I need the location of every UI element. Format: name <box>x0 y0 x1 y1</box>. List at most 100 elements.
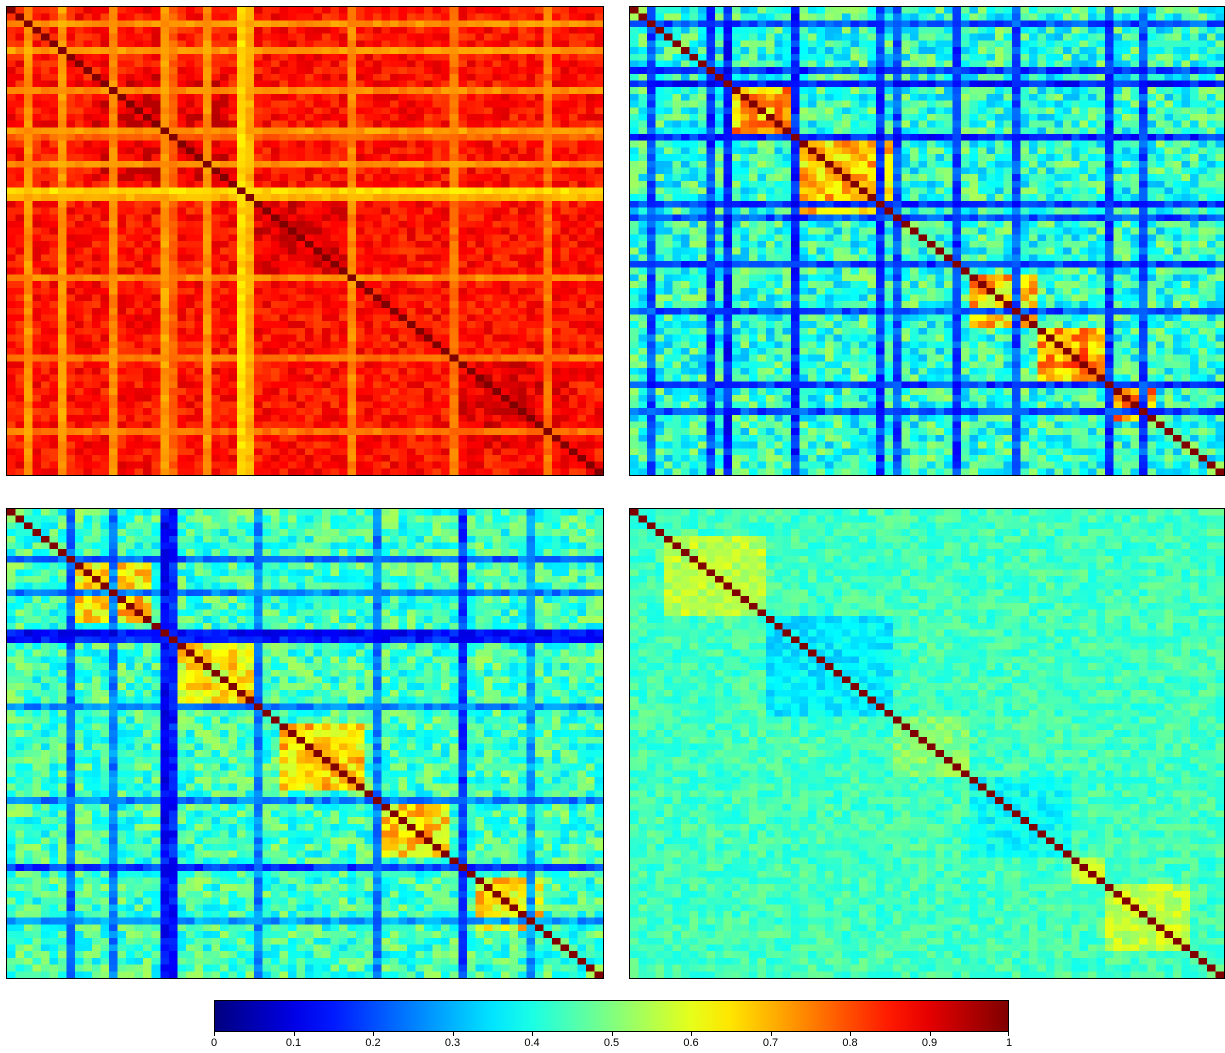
heatmap-1-cell <box>194 60 203 68</box>
heatmap-1-cell <box>432 167 442 175</box>
heatmap-1-cell <box>441 388 450 395</box>
heatmap-1-cell <box>151 234 161 242</box>
heatmap-1-cell <box>117 214 127 222</box>
heatmap-1-cell <box>168 287 178 295</box>
heatmap-1-cell <box>92 434 101 442</box>
heatmap-1-cell <box>32 80 42 88</box>
heatmap-1-cell <box>492 441 501 449</box>
heatmap-1-cell <box>109 93 118 101</box>
heatmap-1-cell <box>390 368 399 375</box>
heatmap-1-cell <box>398 421 408 429</box>
heatmap-1-cell <box>41 347 50 355</box>
heatmap-1-cell <box>339 428 348 436</box>
heatmap-1-cell <box>330 120 340 128</box>
heatmap-1-cell <box>347 327 357 335</box>
heatmap-1-cell <box>458 140 467 148</box>
heatmap-1-cell <box>143 20 152 28</box>
heatmap-1-cell <box>253 281 263 288</box>
heatmap-1-cell <box>585 67 595 74</box>
heatmap-1-cell <box>475 468 484 475</box>
heatmap-1-cell <box>211 381 221 389</box>
heatmap-1-cell <box>330 394 340 402</box>
heatmap-1-cell <box>15 327 25 335</box>
heatmap-1-cell <box>100 448 110 456</box>
heatmap-1-cell <box>466 434 476 442</box>
heatmap-1-cell <box>15 307 25 315</box>
heatmap-1-cell <box>449 274 459 282</box>
heatmap-1-cell <box>41 281 50 288</box>
heatmap-1-cell <box>49 73 59 81</box>
heatmap-1-cell <box>253 408 263 415</box>
heatmap-1-cell <box>228 381 238 389</box>
heatmap-1-cell <box>441 321 450 329</box>
heatmap-1-cell <box>568 401 578 409</box>
heatmap-1-cell <box>415 127 425 135</box>
heatmap-1-cell <box>24 394 33 402</box>
heatmap-1-cell <box>117 434 127 442</box>
heatmap-1-cell <box>500 7 510 14</box>
heatmap-1-cell <box>313 127 323 135</box>
heatmap-1-cell <box>475 167 484 175</box>
heatmap-1-cell <box>185 154 195 161</box>
heatmap-1-cell <box>356 227 365 235</box>
heatmap-1-cell <box>100 314 110 322</box>
heatmap-1-cell <box>577 368 587 375</box>
heatmap-1-cell <box>322 434 331 442</box>
heatmap-1-cell <box>364 140 374 148</box>
heatmap-1-cell <box>492 368 501 375</box>
heatmap-1-cell <box>211 454 221 462</box>
heatmap-1-cell <box>32 220 42 228</box>
heatmap-1-cell <box>432 87 442 95</box>
heatmap-1-cell <box>236 40 246 48</box>
heatmap-1-cell <box>117 154 127 161</box>
heatmap-1-cell <box>577 207 587 215</box>
heatmap-1-cell <box>568 301 578 308</box>
heatmap-1-cell <box>398 428 408 436</box>
heatmap-1-cell <box>339 441 348 449</box>
heatmap-1-cell <box>509 301 519 308</box>
heatmap-1-cell <box>449 113 459 121</box>
heatmap-1-cell <box>126 241 135 248</box>
heatmap-1-cell <box>407 408 416 415</box>
heatmap-1-cell <box>245 334 255 342</box>
heatmap-1-cell <box>356 361 365 369</box>
heatmap-1-cell <box>177 314 186 322</box>
heatmap-1-cell <box>407 294 416 302</box>
heatmap-1-cell <box>219 100 229 108</box>
heatmap-1-cell <box>287 281 297 288</box>
heatmap-1-cell <box>424 100 433 108</box>
heatmap-1-cell <box>594 334 603 342</box>
heatmap-1-cell <box>322 134 331 141</box>
heatmap-1-cell <box>424 394 433 402</box>
heatmap-1-cell <box>168 281 178 288</box>
heatmap-1-cell <box>543 200 553 208</box>
heatmap-1-cell <box>551 281 561 288</box>
heatmap-1-cell <box>66 368 76 375</box>
heatmap-1-cell <box>211 334 221 342</box>
heatmap-1-cell <box>466 187 476 195</box>
heatmap-1-cell <box>41 180 50 188</box>
heatmap-1-cell <box>424 374 433 382</box>
heatmap-1-cell <box>509 134 519 141</box>
heatmap-1-cell <box>58 20 67 28</box>
heatmap-1-cell <box>339 20 348 28</box>
heatmap-1-cell <box>117 287 127 295</box>
heatmap-1-cell <box>322 13 331 21</box>
heatmap-1-cell <box>32 227 42 235</box>
heatmap-1-cell <box>415 301 425 308</box>
heatmap-1-cell <box>236 67 246 74</box>
heatmap-1-cell <box>492 127 501 135</box>
heatmap-1-cell <box>262 274 272 282</box>
heatmap-1-cell <box>160 461 169 469</box>
heatmap-1-cell <box>577 67 587 74</box>
heatmap-1-cell <box>543 281 553 288</box>
heatmap-1-cell <box>168 454 178 462</box>
heatmap-1-cell <box>398 234 408 242</box>
heatmap-1-cell <box>509 200 519 208</box>
heatmap-1-cell <box>483 140 493 148</box>
heatmap-1-cell <box>58 33 67 41</box>
heatmap-1-cell <box>551 154 561 161</box>
heatmap-1-cell <box>526 274 536 282</box>
heatmap-1-cell <box>126 341 135 349</box>
heatmap-1-cell <box>83 361 93 369</box>
